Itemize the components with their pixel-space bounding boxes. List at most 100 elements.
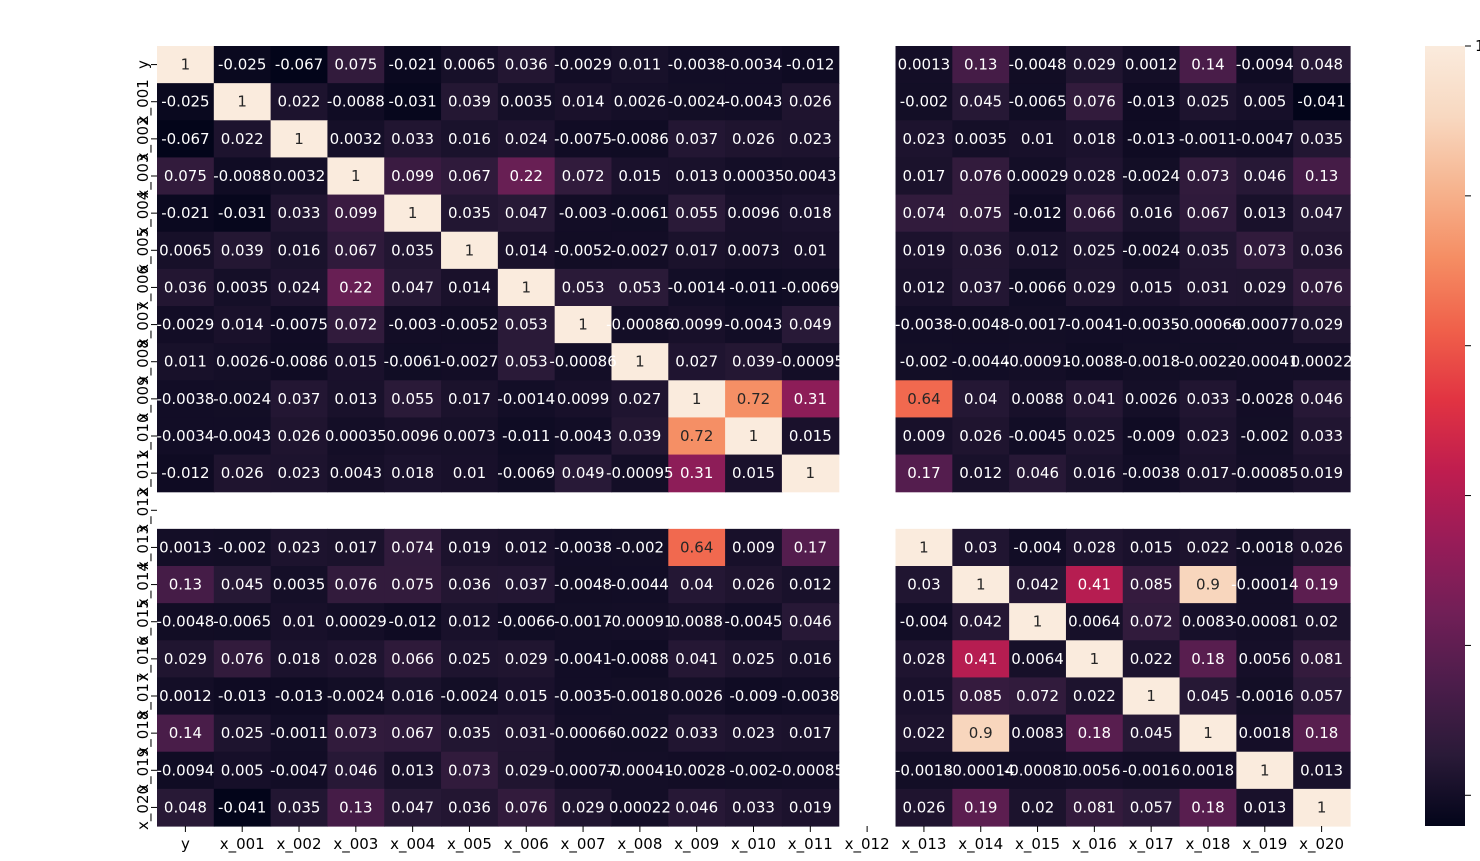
cell-value: -0.011 [502, 427, 550, 445]
heatmap-cell [497, 714, 556, 753]
cell-value: 0.027 [675, 353, 718, 371]
cell-value: 0.025 [732, 650, 775, 668]
cell-value: -0.0086 [611, 130, 669, 148]
cell-value: 0.039 [448, 93, 491, 111]
cell-value: 0.049 [562, 464, 605, 482]
heatmap-cell [157, 603, 215, 641]
heatmap-cell [1236, 157, 1294, 196]
cell-value: 0.073 [1243, 241, 1286, 259]
heatmap-cell [270, 677, 329, 716]
cell-value: 0.075 [959, 204, 1002, 222]
cell-value: 0.039 [618, 427, 661, 445]
heatmap-cell [157, 714, 215, 753]
heatmap-cell [1122, 788, 1181, 827]
heatmap-cell [781, 454, 840, 493]
heatmap-cell [895, 83, 953, 121]
cell-value: 0.9 [969, 724, 993, 742]
heatmap-cell [1122, 714, 1181, 753]
heatmap-cell [1293, 603, 1351, 641]
heatmap-cell [554, 157, 613, 196]
cell-value: -0.0088 [1065, 353, 1123, 371]
cell-value: -0.002 [616, 538, 664, 556]
cell-value: -0.0027 [440, 353, 498, 371]
cell-value: 0.00029 [1007, 167, 1069, 185]
y-tick-label: x_001 [134, 79, 153, 124]
heatmap-cell [781, 157, 840, 196]
cell-value: -0.00085 [777, 761, 844, 779]
cell-value: 0.026 [221, 464, 264, 482]
cell-value: 0.053 [505, 353, 548, 371]
heatmap-cell [497, 380, 556, 419]
heatmap-cell [1065, 640, 1124, 679]
heatmap-cell [895, 306, 953, 344]
cell-value: -0.0047 [1236, 130, 1294, 148]
cell-value: 0.012 [789, 576, 832, 594]
heatmap-cell [1236, 714, 1294, 753]
heatmap-cell [327, 46, 385, 84]
cell-value: -0.012 [161, 464, 209, 482]
heatmap-cell [895, 714, 953, 753]
heatmap-cell [1122, 157, 1181, 196]
heatmap-cell [213, 640, 272, 679]
x-tick-label: x_003 [333, 835, 378, 854]
heatmap-cell [1236, 343, 1294, 381]
heatmap-cell [1065, 751, 1124, 790]
cell-value: 0.019 [1300, 464, 1343, 482]
cell-value: 0.046 [1016, 464, 1059, 482]
heatmap-cell [441, 603, 499, 641]
cell-value: 0.037 [675, 130, 718, 148]
heatmap-cell [895, 566, 953, 604]
heatmap-cell [327, 231, 385, 270]
heatmap-cell [213, 157, 272, 196]
heatmap-cell [952, 268, 1010, 307]
x-tick-label: x_004 [390, 835, 435, 854]
cell-value: 0.066 [391, 650, 434, 668]
cell-value: 0.014 [562, 93, 605, 111]
heatmap-cell [1179, 343, 1237, 381]
cell-value: 0.018 [789, 204, 832, 222]
heatmap-cell [1122, 194, 1181, 233]
cell-value: 0.022 [1187, 538, 1230, 556]
cell-value: 0.031 [1187, 278, 1230, 296]
heatmap-cell [327, 157, 385, 196]
cell-value: 0.073 [448, 761, 491, 779]
cell-value: 0.31 [680, 464, 713, 482]
cell-value: 0.026 [902, 798, 945, 816]
cell-value: 1 [1146, 687, 1156, 705]
cell-value: 0.035 [391, 241, 434, 259]
cell-value: -0.0088 [213, 167, 271, 185]
heatmap-cell [1122, 566, 1181, 604]
heatmap-cell [270, 306, 329, 344]
cell-value: -0.0016 [1236, 687, 1294, 705]
heatmap-cell [497, 677, 556, 716]
cell-value: -0.009 [729, 687, 777, 705]
heatmap-cell [668, 231, 726, 270]
heatmap-cell [157, 417, 215, 456]
heatmap-cell [554, 714, 613, 753]
cell-value: -0.0044 [952, 353, 1010, 371]
heatmap-cell [952, 566, 1010, 604]
heatmap-cell [611, 566, 669, 604]
heatmap-cell [157, 46, 215, 84]
heatmap-cell [1293, 231, 1351, 270]
heatmap-cell [1122, 640, 1181, 679]
heatmap-cell [1122, 528, 1181, 567]
cell-value: -0.0041 [1065, 316, 1123, 334]
cell-value: 0.017 [448, 390, 491, 408]
heatmap-cell [1009, 714, 1067, 753]
cell-value: -0.0024 [1122, 167, 1180, 185]
heatmap-cell [1122, 46, 1181, 84]
cell-value: 0.057 [1300, 687, 1343, 705]
heatmap-cell [1179, 566, 1237, 604]
cell-value: 0.019 [789, 798, 832, 816]
cell-value: -0.0035 [1122, 316, 1180, 334]
heatmap-cell [1293, 268, 1351, 307]
cell-value: 0.015 [732, 464, 775, 482]
cell-value: 0.01 [794, 241, 827, 259]
heatmap-cell [384, 788, 442, 827]
x-tick-label: x_007 [561, 835, 606, 854]
cell-value: 0.0013 [159, 538, 212, 556]
heatmap-cell [1065, 603, 1124, 641]
cell-value: 0.011 [164, 353, 207, 371]
heatmap-cell [441, 46, 499, 84]
